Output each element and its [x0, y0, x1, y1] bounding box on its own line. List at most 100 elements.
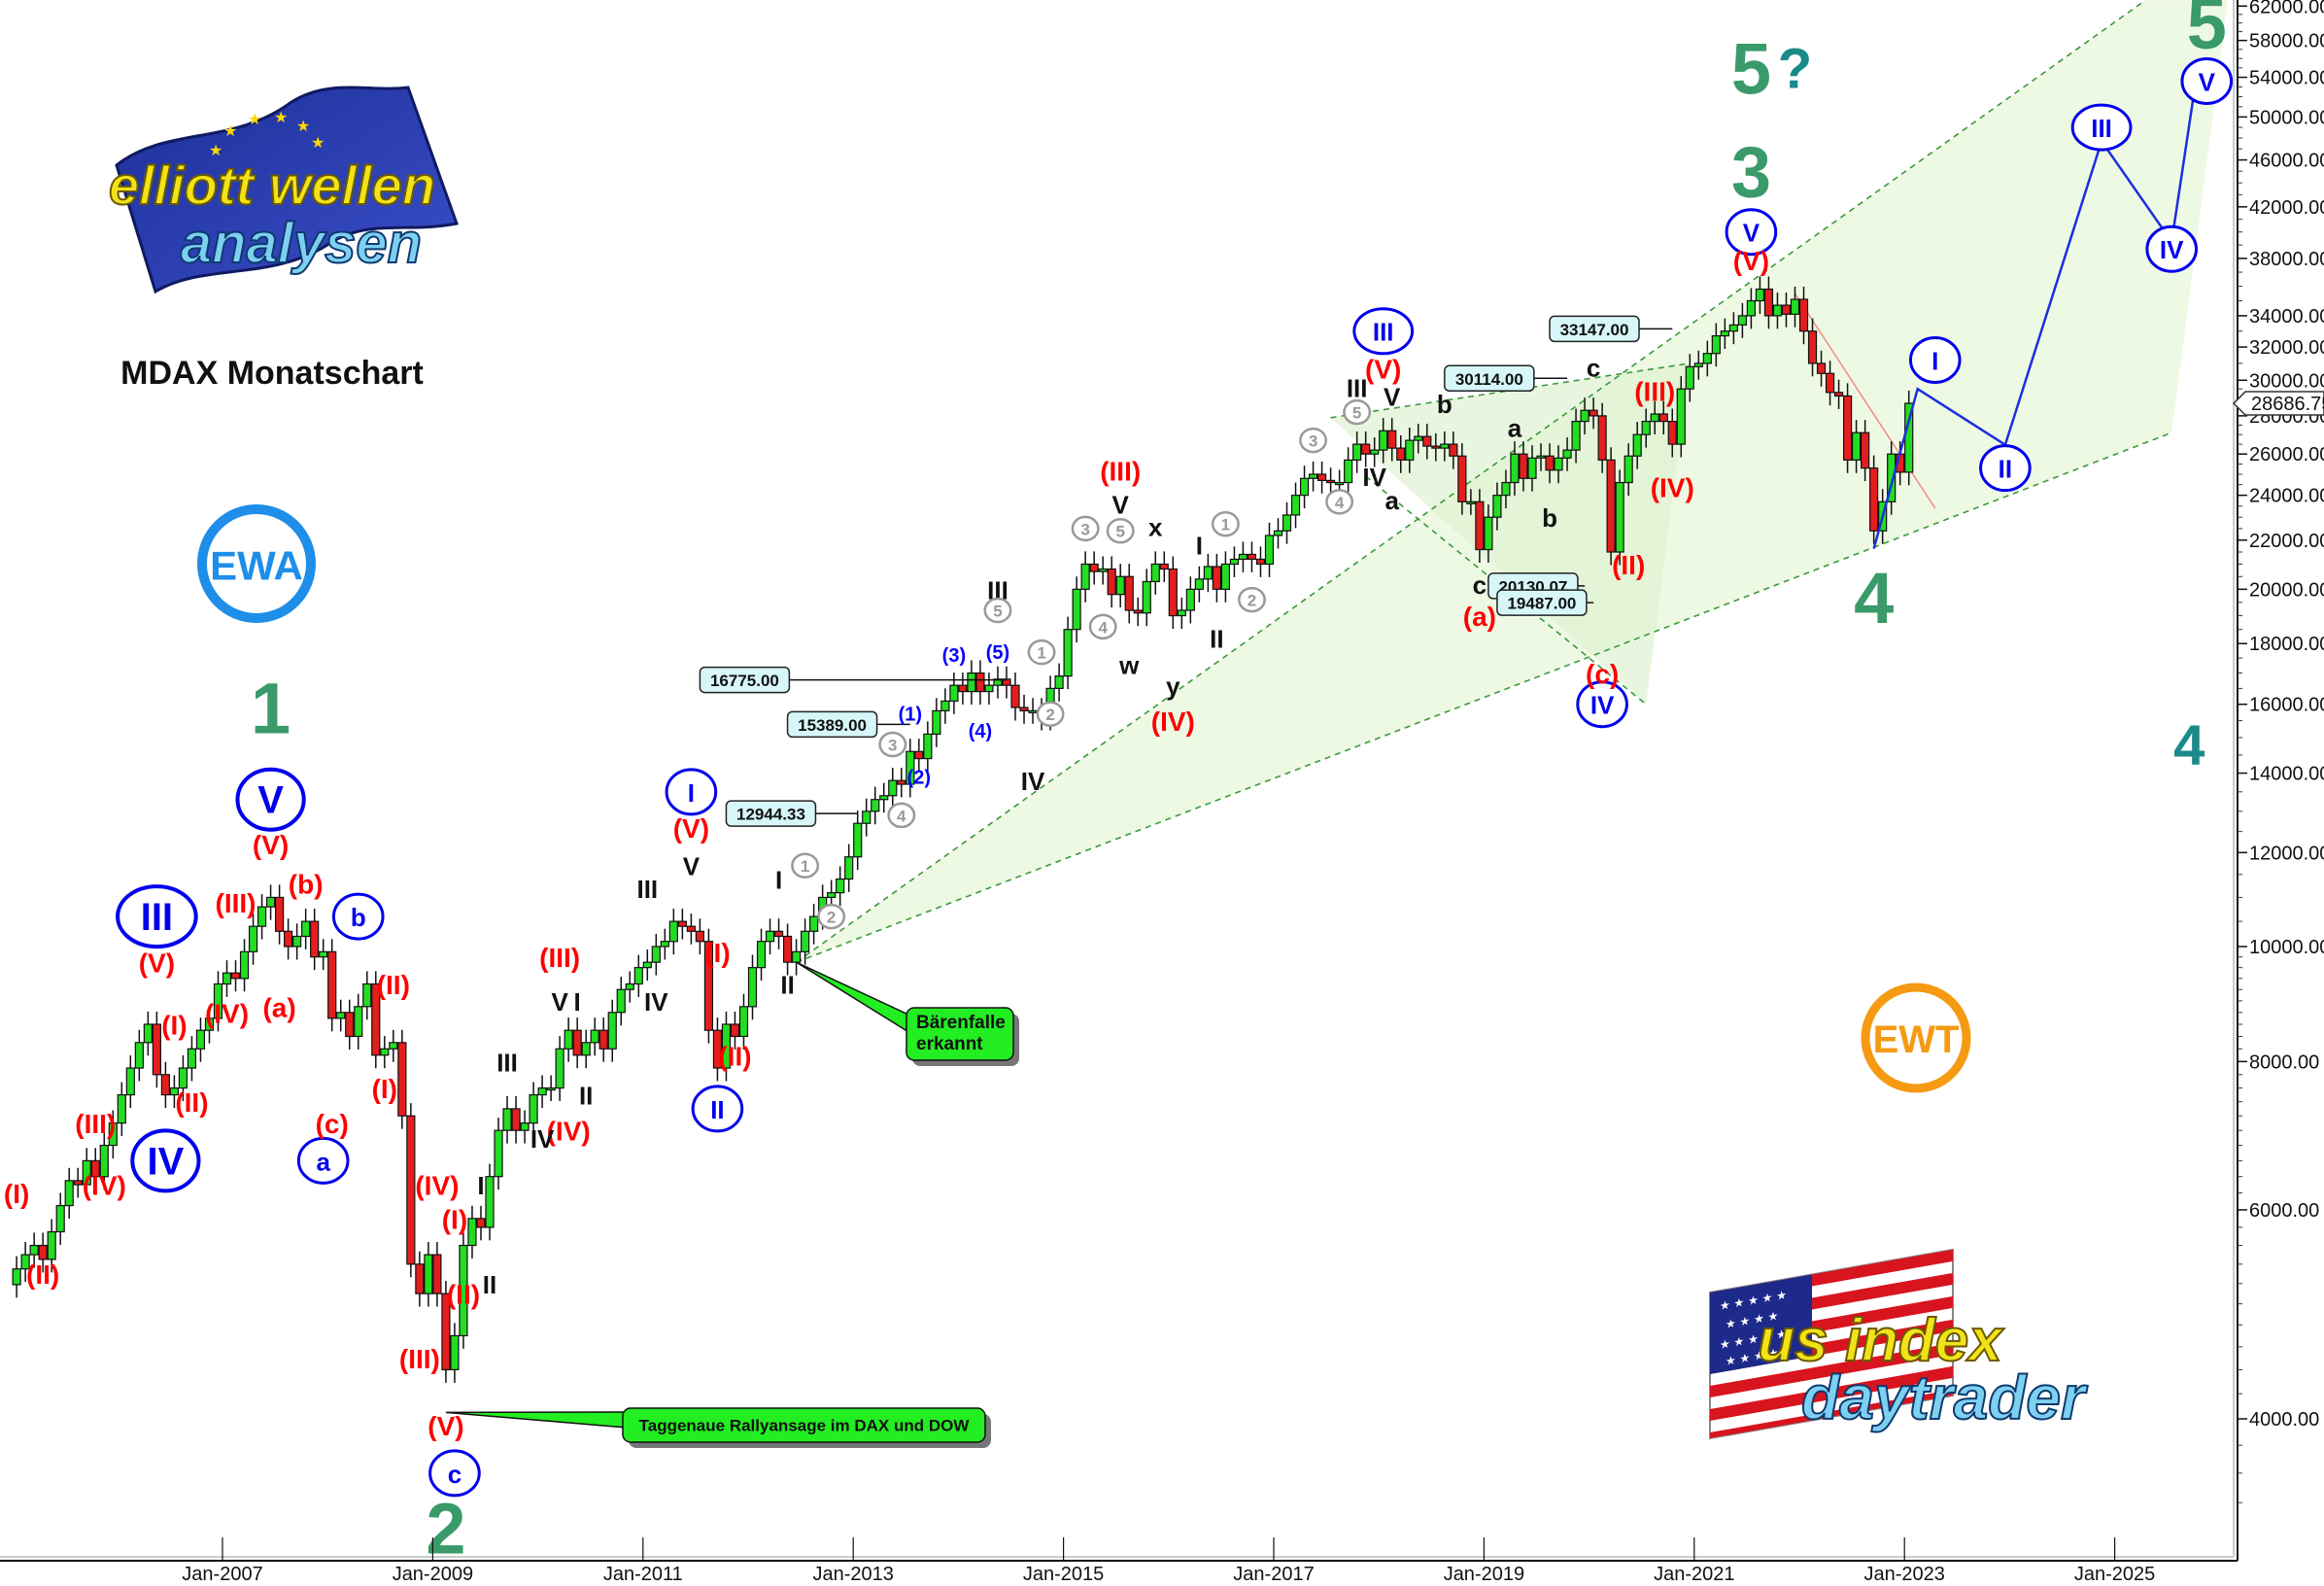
- elliott-wellen-analysen-logo: ★★ ★ ★★ ★ elliott wellen analysen: [108, 86, 459, 294]
- candle: [1676, 376, 1686, 458]
- candle: [1501, 469, 1511, 509]
- wave-label-text: II: [579, 1082, 593, 1111]
- candle-body: [836, 878, 845, 894]
- candle-body: [853, 822, 863, 858]
- candle-body: [756, 941, 767, 969]
- candle-body: [1650, 413, 1659, 423]
- candle-body: [38, 1244, 48, 1260]
- candle: [1168, 556, 1178, 629]
- wave-label-gray-circle: 5: [1106, 517, 1135, 544]
- wave-label-black: y: [1166, 672, 1180, 701]
- wave-label-text: (III): [75, 1109, 116, 1139]
- candle: [502, 1095, 512, 1144]
- candle-body: [1177, 609, 1186, 617]
- price-level-label: 19487.00: [1507, 595, 1576, 613]
- candle: [213, 971, 223, 1032]
- ewa-logo: EWA: [197, 504, 316, 623]
- wave-label-text: 1: [1221, 516, 1230, 534]
- candle: [1255, 546, 1266, 577]
- wave-label-black: b: [1542, 503, 1557, 533]
- candle-body: [555, 1048, 564, 1089]
- candle-body: [160, 1074, 170, 1096]
- candle-body: [1133, 609, 1143, 614]
- candle: [730, 1011, 740, 1050]
- candle-body: [1098, 568, 1108, 572]
- wave-label-gray-circle: 3: [1071, 515, 1100, 542]
- callout-pointer: [445, 1411, 628, 1429]
- wave-label-text: (5): [986, 642, 1009, 664]
- wave-circle: [1325, 489, 1354, 515]
- candle-body: [1054, 675, 1064, 689]
- candle-body: [292, 935, 302, 948]
- wave-label-red: (II): [718, 1041, 751, 1071]
- candle-body: [336, 1012, 346, 1019]
- wave-label-red: (IV): [547, 1117, 591, 1147]
- wave-label-red: (b): [289, 870, 324, 900]
- candle-body: [1150, 563, 1160, 583]
- candle-body: [1833, 392, 1844, 397]
- wave-label-blue-circle-lg: IV: [130, 1128, 201, 1193]
- logo-text-line2: daytrader: [1801, 1362, 2088, 1432]
- candle: [204, 1005, 215, 1044]
- logo-text-line1: us index: [1758, 1307, 2004, 1374]
- candle-body: [82, 1159, 91, 1186]
- ewt-logo: EWT: [1861, 983, 1971, 1093]
- candle: [765, 918, 775, 955]
- candle-body: [1527, 457, 1537, 479]
- candle: [1720, 318, 1729, 350]
- candle-body: [1019, 707, 1029, 711]
- candle-body: [319, 950, 328, 958]
- price-level-label: 15389.00: [798, 716, 867, 735]
- wave-label-text: 5: [1115, 523, 1124, 541]
- candle: [598, 1017, 608, 1062]
- projection-line: [1872, 66, 2200, 549]
- wave-label-red: (V): [673, 813, 709, 844]
- y-tick-label: 12000.00: [2249, 843, 2324, 864]
- candle: [459, 1232, 468, 1349]
- candle-body: [668, 920, 678, 943]
- wave-circle: [691, 1085, 744, 1133]
- candle: [537, 1075, 547, 1109]
- price-level-label: 16775.00: [710, 672, 779, 690]
- callout-box: [622, 1407, 986, 1443]
- wave-label-blue-circle: III: [2070, 103, 2133, 152]
- candle-body: [108, 1122, 118, 1147]
- candle-body: [248, 925, 258, 952]
- candle-body: [1615, 481, 1624, 553]
- price-level: 16775.00: [699, 666, 1007, 694]
- candle-body: [371, 983, 381, 1056]
- candle: [476, 1205, 486, 1241]
- wave-label-text: (III): [539, 943, 580, 973]
- candle: [1597, 402, 1607, 473]
- candle: [949, 672, 959, 714]
- callout-pointer: [796, 961, 911, 1035]
- candle-body: [1264, 534, 1275, 566]
- candle-body: [1580, 409, 1589, 423]
- wave-label-red: (V): [427, 1411, 463, 1441]
- candles: [12, 276, 1914, 1383]
- wave-label-text: (IV): [1651, 472, 1694, 502]
- wave-circle: [1088, 613, 1117, 640]
- candle: [195, 1017, 206, 1062]
- y-tick-label: 18000.00: [2249, 634, 2324, 655]
- candle-body: [862, 810, 872, 824]
- wave-circle: [1352, 307, 1415, 356]
- wave-label-text: III: [496, 1048, 518, 1077]
- wave-circle: [296, 1136, 350, 1185]
- wave-label-red: (II): [26, 1259, 59, 1290]
- candle-body: [1396, 447, 1406, 461]
- candle-body: [494, 1129, 503, 1178]
- wave-label-text: (V): [253, 830, 289, 860]
- candle: [1387, 418, 1397, 462]
- wave-label-text: ?: [1778, 37, 1812, 100]
- candle-body: [607, 1012, 617, 1050]
- wave-label-text: I: [574, 987, 581, 1017]
- candle-body: [1798, 298, 1809, 332]
- candle-body: [1737, 315, 1747, 326]
- wave-label-text: 2: [1247, 592, 1256, 610]
- candle-body: [204, 1017, 215, 1031]
- candle-body: [1247, 553, 1257, 561]
- candle: [108, 1110, 118, 1158]
- candle: [1781, 293, 1792, 328]
- wave-label-text: 2: [1045, 706, 1054, 724]
